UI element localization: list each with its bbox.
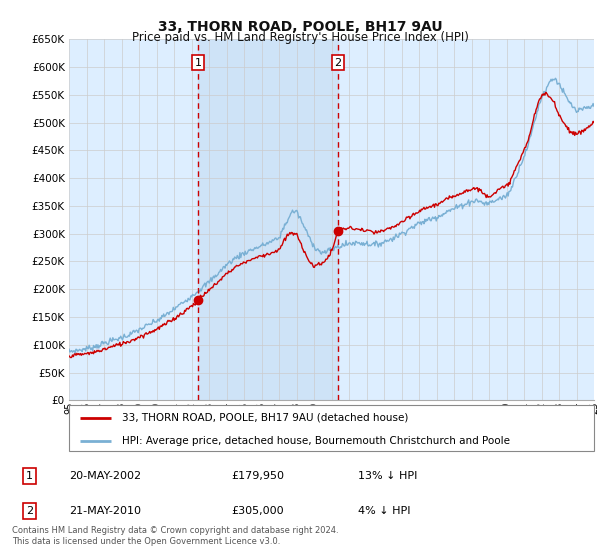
Text: 4% ↓ HPI: 4% ↓ HPI <box>358 506 410 516</box>
Text: 33, THORN ROAD, POOLE, BH17 9AU (detached house): 33, THORN ROAD, POOLE, BH17 9AU (detache… <box>121 413 408 423</box>
Text: 21-MAY-2010: 21-MAY-2010 <box>70 506 142 516</box>
Text: 1: 1 <box>26 471 33 481</box>
Bar <box>198 39 338 400</box>
Text: 2: 2 <box>335 58 342 68</box>
Text: 1: 1 <box>194 58 202 68</box>
Text: £179,950: £179,950 <box>231 471 284 481</box>
Text: Price paid vs. HM Land Registry's House Price Index (HPI): Price paid vs. HM Land Registry's House … <box>131 31 469 44</box>
Text: Contains HM Land Registry data © Crown copyright and database right 2024.
This d: Contains HM Land Registry data © Crown c… <box>12 526 338 546</box>
Text: 2: 2 <box>26 506 33 516</box>
Text: HPI: Average price, detached house, Bournemouth Christchurch and Poole: HPI: Average price, detached house, Bour… <box>121 436 509 446</box>
Text: £305,000: £305,000 <box>231 506 284 516</box>
Text: 13% ↓ HPI: 13% ↓ HPI <box>358 471 417 481</box>
Text: 33, THORN ROAD, POOLE, BH17 9AU: 33, THORN ROAD, POOLE, BH17 9AU <box>158 20 442 34</box>
Text: 20-MAY-2002: 20-MAY-2002 <box>70 471 142 481</box>
FancyBboxPatch shape <box>69 405 594 451</box>
